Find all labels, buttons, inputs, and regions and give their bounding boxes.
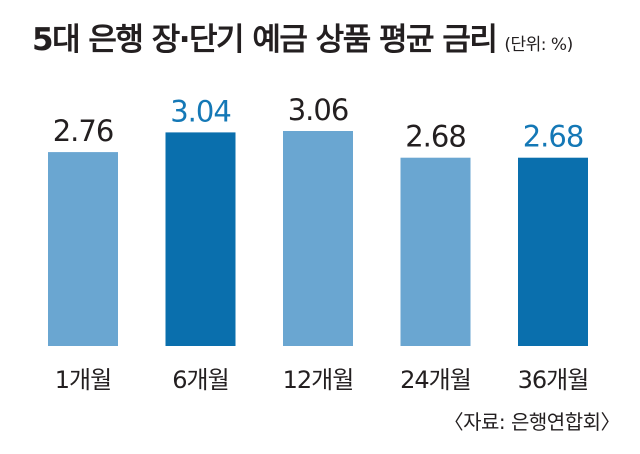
chart-title: 5대 은행 장·단기 예금 상품 평균 금리: [32, 22, 498, 58]
source-note: 〈자료: 은행연합회〉: [443, 410, 621, 434]
category-label-3: 12개월: [283, 366, 354, 394]
bar-1: [48, 152, 118, 346]
bar-3: [283, 131, 353, 346]
category-label-4: 24개월: [400, 366, 471, 394]
bar-4: [400, 157, 471, 346]
bar-5: [518, 157, 588, 346]
title-row: 5대 은행 장·단기 예금 상품 평균 금리 (단위: %): [32, 14, 632, 66]
unit-label: (단위: %): [504, 35, 573, 55]
category-label-2: 6개월: [172, 366, 228, 394]
value-label-4: 2.68: [405, 120, 466, 154]
bar-2: [165, 132, 236, 346]
value-label-2: 3.04: [170, 94, 231, 128]
category-label-5: 36개월: [518, 366, 589, 394]
value-label-1: 2.76: [53, 114, 114, 148]
category-label-1: 1개월: [55, 366, 111, 394]
value-label-5: 2.68: [523, 120, 584, 154]
value-label-3: 3.06: [288, 93, 349, 127]
